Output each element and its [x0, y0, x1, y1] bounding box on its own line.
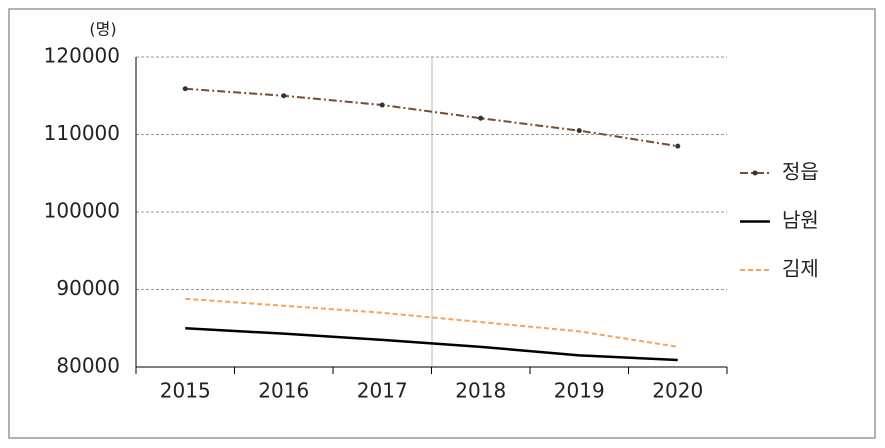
- y-tick-label: 100000: [44, 199, 120, 223]
- legend-label: 남원: [782, 208, 819, 232]
- y-axis-label: (명): [89, 20, 116, 39]
- series-line: [185, 297, 678, 348]
- data-point: [576, 128, 582, 134]
- chart-frame: [8, 8, 876, 439]
- legend-marker: [752, 170, 758, 176]
- data-point: [478, 115, 484, 121]
- x-tick-label: 2019: [554, 379, 605, 403]
- data-point: [675, 143, 681, 149]
- series-line: [185, 87, 678, 148]
- x-tick-label: 2018: [455, 379, 506, 403]
- y-tick-label: 120000: [44, 44, 120, 68]
- y-tick-label: 80000: [56, 354, 120, 378]
- y-tick-label: 110000: [44, 121, 120, 145]
- data-point: [379, 102, 385, 108]
- x-tick-label: 2020: [652, 379, 703, 403]
- data-point: [281, 93, 287, 99]
- x-tick-label: 2017: [357, 379, 408, 403]
- legend-label: 정읍: [782, 160, 819, 184]
- series-line: [185, 327, 678, 362]
- x-tick-label: 2016: [258, 379, 309, 403]
- legend-label: 김제: [782, 257, 819, 281]
- y-tick-label: 90000: [56, 276, 120, 300]
- x-tick-label: 2015: [160, 379, 211, 403]
- data-point: [182, 86, 188, 92]
